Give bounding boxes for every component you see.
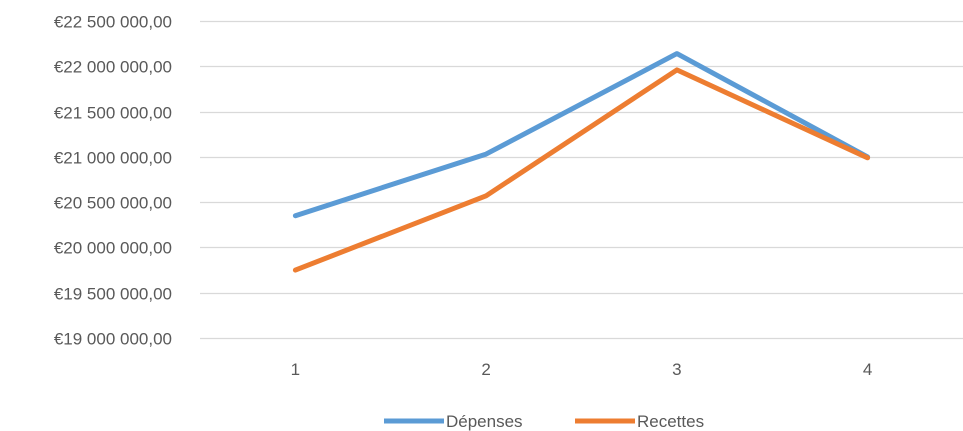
x-tick-label: 4	[863, 360, 872, 379]
legend-label: Dépenses	[446, 412, 523, 431]
series-line-depenses	[292, 51, 871, 219]
y-tick-label: €22 500 000,00	[54, 13, 172, 32]
x-tick-label: 1	[291, 360, 300, 379]
x-axis-tick-labels: 1 2 3 4	[291, 360, 873, 379]
series-line-recettes	[292, 67, 871, 273]
legend: Dépenses Recettes	[384, 412, 704, 431]
y-tick-label: €19 500 000,00	[54, 285, 172, 304]
y-tick-label: €19 000 000,00	[54, 330, 172, 349]
y-axis-tick-labels: €22 500 000,00 €22 000 000,00 €21 500 000,…	[54, 13, 172, 349]
y-tick-label: €21 500 000,00	[54, 104, 172, 123]
x-tick-label: 2	[481, 360, 490, 379]
x-tick-label: 3	[672, 360, 681, 379]
legend-label: Recettes	[637, 412, 704, 431]
series-lines	[292, 51, 871, 273]
y-tick-label: €22 000 000,00	[54, 58, 172, 77]
y-tick-label: €21 000 000,00	[54, 149, 172, 168]
gridlines	[200, 20, 963, 340]
y-tick-label: €20 000 000,00	[54, 239, 172, 258]
y-tick-label: €20 500 000,00	[54, 194, 172, 213]
